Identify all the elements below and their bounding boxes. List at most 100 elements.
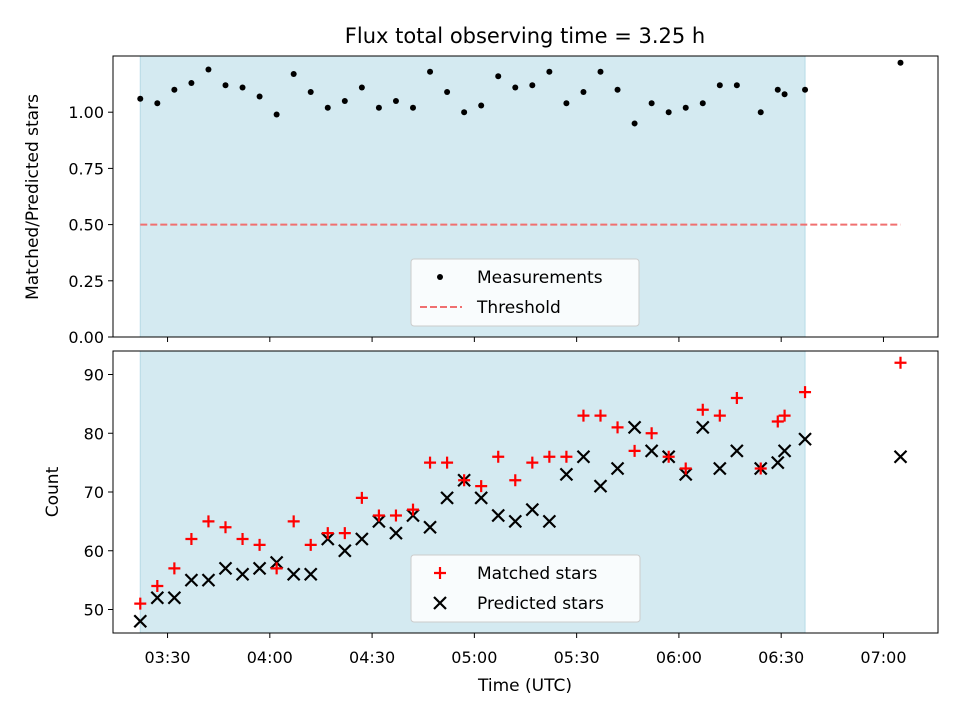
bottom-legend-box	[410, 554, 641, 623]
measurement-point	[222, 82, 229, 89]
matched-star-point	[407, 503, 419, 516]
bottom-y-axis-label: Count	[43, 466, 63, 517]
bottom-x-tick-label: 06:30	[758, 648, 804, 667]
matched-star-point	[543, 450, 556, 463]
matched-star-point	[894, 356, 907, 369]
matched-star-point	[492, 450, 505, 463]
matched-star-point	[389, 509, 402, 522]
top-y-tick-label: 0.00	[68, 328, 104, 347]
measurement-point	[137, 95, 144, 102]
top-legend-box	[410, 258, 640, 327]
matched-star-point	[321, 527, 334, 540]
matched-star-point	[645, 427, 658, 440]
predicted-star-point	[201, 573, 216, 587]
predicted-star-point	[798, 432, 812, 446]
top-x-ticks	[167, 337, 884, 342]
legend-matched-label: Matched stars	[477, 564, 597, 584]
matched-star-point	[509, 474, 522, 487]
predicted-star-point	[770, 455, 785, 470]
measurement-point	[699, 100, 706, 107]
predicted-star-point	[777, 444, 792, 458]
predicted-star-point	[184, 573, 199, 587]
measurement-point	[716, 82, 723, 89]
bottom-x-tick-label: 06:00	[656, 648, 702, 667]
measurement-point	[529, 82, 536, 89]
bottom-x-tick-label: 07:00	[860, 648, 906, 667]
legend-matched-marker	[434, 567, 446, 579]
predicted-star-point	[440, 491, 454, 505]
top-y-tick-label: 0.25	[68, 272, 104, 291]
measurement-point	[495, 73, 502, 80]
matched-star-point	[526, 456, 539, 469]
measurement-point	[256, 93, 263, 100]
matched-star-point	[219, 521, 232, 534]
predicted-star-point	[713, 461, 727, 476]
measurement-point	[897, 59, 904, 66]
top-title: Flux total observing time = 3.25 h	[345, 24, 705, 48]
matched-star-point	[202, 515, 215, 528]
matched-star-point	[577, 409, 590, 422]
measurement-point	[802, 86, 809, 93]
measurement-point	[648, 100, 655, 107]
predicted-star-point	[218, 561, 233, 576]
bottom-x-tick-label: 05:30	[554, 648, 600, 667]
measurement-point	[341, 97, 348, 104]
bottom-y-tick-label: 50	[84, 601, 104, 620]
top-legend: Measurements Threshold	[410, 258, 640, 327]
top-panel: 0.00 0.25 0.50 0.75 1.00 Flux total observin…	[23, 24, 939, 347]
predicted-star-point	[559, 467, 574, 482]
bottom-x-tick-label: 04:30	[349, 648, 395, 667]
matched-star-point	[236, 533, 249, 545]
measurement-point	[546, 68, 553, 75]
predicted-star-point	[355, 532, 369, 546]
matched-star-point	[799, 386, 812, 399]
predicted-star-point	[423, 520, 437, 535]
matched-star-point	[730, 392, 743, 404]
measurement-point	[597, 68, 604, 75]
measurement-point	[154, 100, 161, 107]
measurement-point	[478, 102, 485, 109]
matched-star-point	[628, 444, 641, 457]
bottom-y-tick-label: 90	[84, 366, 104, 385]
predicted-star-point	[338, 543, 352, 558]
matched-star-point	[713, 409, 726, 422]
predicted-star-point	[252, 561, 267, 576]
predicted-star-point	[389, 526, 403, 540]
matched-star-point	[475, 480, 488, 493]
bottom-x-tick-label: 04:00	[247, 648, 293, 667]
matched-star-point	[778, 409, 791, 422]
matched-star-point	[441, 456, 454, 469]
predicted-star-point	[542, 514, 557, 529]
measurement-point	[324, 104, 331, 111]
matched-star-point	[151, 580, 164, 592]
bottom-plot-frame	[112, 350, 939, 634]
matched-star-point	[253, 538, 266, 551]
measurement-point	[392, 97, 399, 104]
predicted-star-point	[508, 514, 523, 529]
measurement-point	[563, 100, 570, 107]
matched-star-point	[594, 409, 607, 422]
measurement-point	[358, 84, 365, 91]
measurements-series	[137, 59, 904, 127]
predicted-star-point	[167, 590, 182, 605]
matched-star-point	[424, 456, 437, 469]
matched-star-point	[355, 491, 368, 504]
predicted-star-point	[893, 449, 908, 464]
measurement-point	[444, 88, 451, 95]
matched-star-point	[338, 527, 351, 540]
predicted-star-point	[491, 508, 506, 523]
measurement-point	[188, 79, 195, 86]
measurement-point	[410, 104, 416, 111]
measurement-point	[512, 84, 519, 91]
legend-predicted-label: Predicted stars	[477, 594, 604, 614]
matched-star-point	[662, 450, 675, 463]
matched-star-point	[134, 597, 147, 610]
matched-star-point	[458, 474, 471, 487]
measurement-point	[614, 86, 621, 93]
matched-star-point	[372, 509, 385, 522]
legend-measurements-label: Measurements	[477, 268, 603, 288]
predicted-star-point	[474, 491, 488, 505]
predicted-star-point	[235, 567, 250, 582]
measurement-point	[665, 109, 672, 116]
measurement-point	[733, 82, 740, 89]
